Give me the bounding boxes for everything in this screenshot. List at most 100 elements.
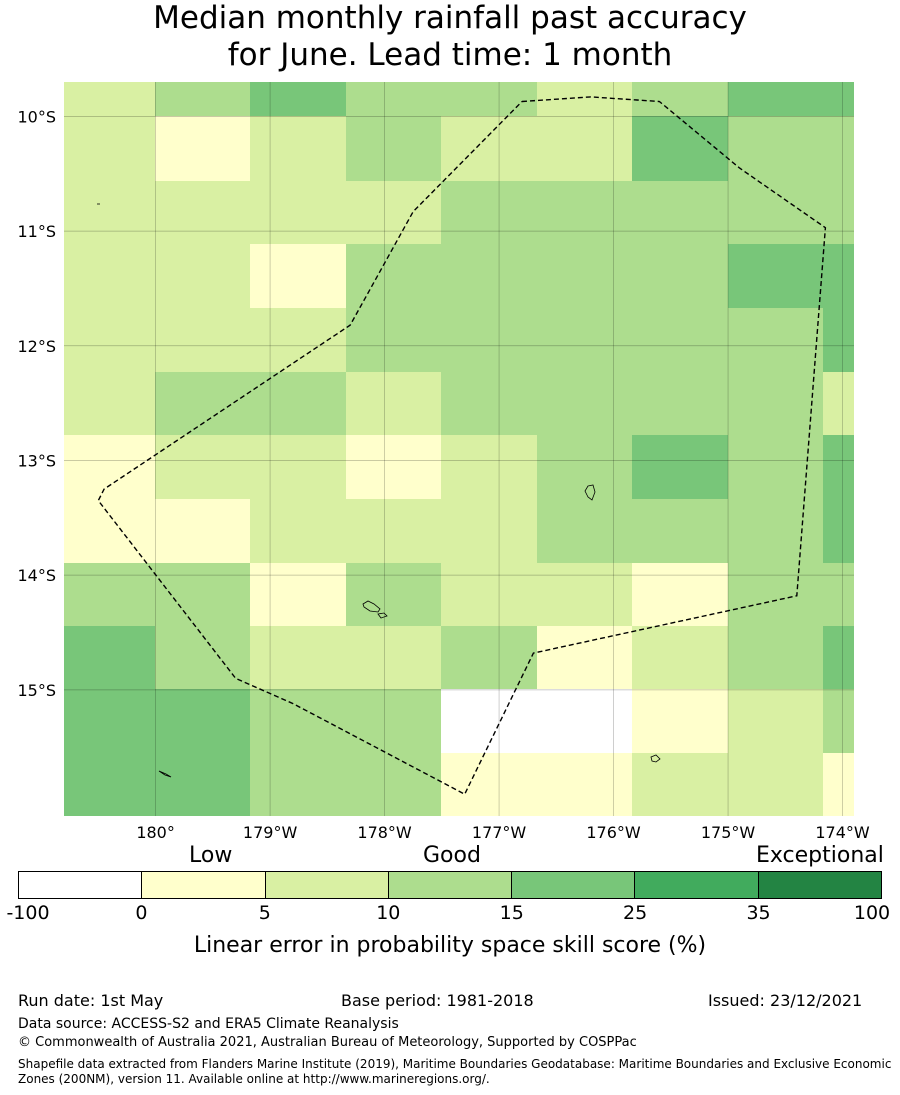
- skill-cell: [537, 308, 632, 372]
- skill-cell: [537, 435, 632, 499]
- skill-cell: [823, 563, 854, 626]
- skill-cell: [250, 563, 346, 626]
- skill-cell: [823, 435, 854, 499]
- skill-cell: [155, 181, 250, 244]
- skill-cell: [632, 308, 728, 372]
- skill-cell: [823, 372, 854, 435]
- skill-cell: [441, 563, 537, 626]
- legend-tick-label: 15: [499, 902, 524, 924]
- legend-tick-label: 25: [623, 902, 648, 924]
- skill-cell: [64, 372, 155, 435]
- legend-swatch: [512, 872, 636, 898]
- legend-tick-label: 5: [258, 902, 271, 924]
- skill-cell: [346, 435, 441, 499]
- legend-swatch: [758, 872, 881, 898]
- skill-cell: [441, 244, 537, 308]
- skill-cell: [632, 244, 728, 308]
- skill-cell: [441, 181, 537, 244]
- legend-category-exceptional: Exceptional: [756, 843, 884, 868]
- skill-cell: [728, 372, 823, 435]
- skill-cell: [64, 753, 155, 816]
- skill-cell: [537, 244, 632, 308]
- skill-cell: [728, 753, 823, 816]
- lon-tick-label: 177°W: [472, 823, 527, 840]
- skill-cell: [250, 181, 346, 244]
- skill-cell: [346, 689, 441, 753]
- skill-cell: [823, 244, 854, 308]
- skill-cell: [250, 82, 346, 116]
- skill-cell: [155, 626, 250, 689]
- issued-date: Issued: 23/12/2021: [708, 991, 863, 1010]
- skill-cell: [346, 499, 441, 563]
- lat-tick-label: 12°S: [17, 337, 56, 356]
- skill-cell: [537, 82, 632, 116]
- skill-cell: [64, 181, 155, 244]
- skill-cell: [728, 181, 823, 244]
- skill-cell: [346, 372, 441, 435]
- skill-cell: [346, 181, 441, 244]
- island-small-south: [650, 754, 661, 763]
- skill-cell: [155, 499, 250, 563]
- skill-cell: [632, 563, 728, 626]
- skill-cell: [537, 372, 632, 435]
- lon-tick-label: 178°W: [357, 823, 412, 840]
- lon-tick-label: 175°W: [701, 823, 756, 840]
- skill-cell: [728, 689, 823, 753]
- skill-cell: [823, 181, 854, 244]
- skill-cell: [155, 689, 250, 753]
- skill-cell: [728, 116, 823, 181]
- skill-cell: [155, 308, 250, 372]
- skill-cell: [346, 626, 441, 689]
- legend-tick-label: 0: [135, 902, 148, 924]
- rainfall-accuracy-map: 10°S 11°S 12°S 13°S 14°S 15°S 180° 179°W 178°W 17…: [17, 82, 870, 840]
- skill-cell: [250, 116, 346, 181]
- legend-category-low: Low: [189, 843, 233, 868]
- skill-cell: [155, 82, 250, 116]
- island-nukunonu: [584, 484, 596, 501]
- skill-cell: [250, 499, 346, 563]
- skill-cells: [64, 82, 854, 816]
- skill-cell: [632, 753, 728, 816]
- skill-cell: [537, 116, 632, 181]
- skill-cell: [64, 82, 155, 116]
- data-source: Data source: ACCESS-S2 and ERA5 Climate …: [18, 1016, 399, 1032]
- lon-tick-label: 179°W: [243, 823, 298, 840]
- map-title: Median monthly rainfall past accuracy fo…: [0, 0, 900, 74]
- skill-cell: [441, 82, 537, 116]
- skill-cell: [155, 372, 250, 435]
- skill-cell: [155, 116, 250, 181]
- skill-cell: [441, 689, 537, 753]
- skill-cell: [632, 499, 728, 563]
- legend-title: Linear error in probability space skill …: [193, 933, 707, 958]
- skill-cell: [441, 626, 537, 689]
- skill-cell: [632, 626, 728, 689]
- lat-tick-label: 15°S: [17, 681, 56, 700]
- legend-swatch: [265, 872, 389, 898]
- skill-cell: [250, 435, 346, 499]
- skill-cell: [728, 308, 823, 372]
- skill-cell: [823, 308, 854, 372]
- base-period: Base period: 1981-2018: [341, 991, 534, 1010]
- skill-cell: [346, 82, 441, 116]
- legend-colorbar: [18, 871, 882, 899]
- lon-tick-label: 174°W: [815, 823, 870, 840]
- title-line-1: Median monthly rainfall past accuracy: [153, 0, 747, 36]
- skill-cell: [250, 689, 346, 753]
- skill-cell: [728, 499, 823, 563]
- legend-tick-label: 100: [853, 902, 891, 924]
- island-upolu: [362, 600, 381, 613]
- skill-cell: [537, 563, 632, 626]
- skill-cell: [64, 689, 155, 753]
- island-outlines: [97, 203, 661, 778]
- skill-cell: [441, 435, 537, 499]
- legend-category-good: Good: [423, 843, 481, 868]
- skill-cell: [346, 116, 441, 181]
- skill-cell: [728, 82, 823, 116]
- skill-cell: [441, 372, 537, 435]
- island-savaii: [377, 612, 388, 619]
- skill-cell: [441, 753, 537, 816]
- lon-tick-label: 180°: [136, 823, 175, 840]
- skill-cell: [632, 116, 728, 181]
- skill-cell: [823, 499, 854, 563]
- skill-cell: [728, 244, 823, 308]
